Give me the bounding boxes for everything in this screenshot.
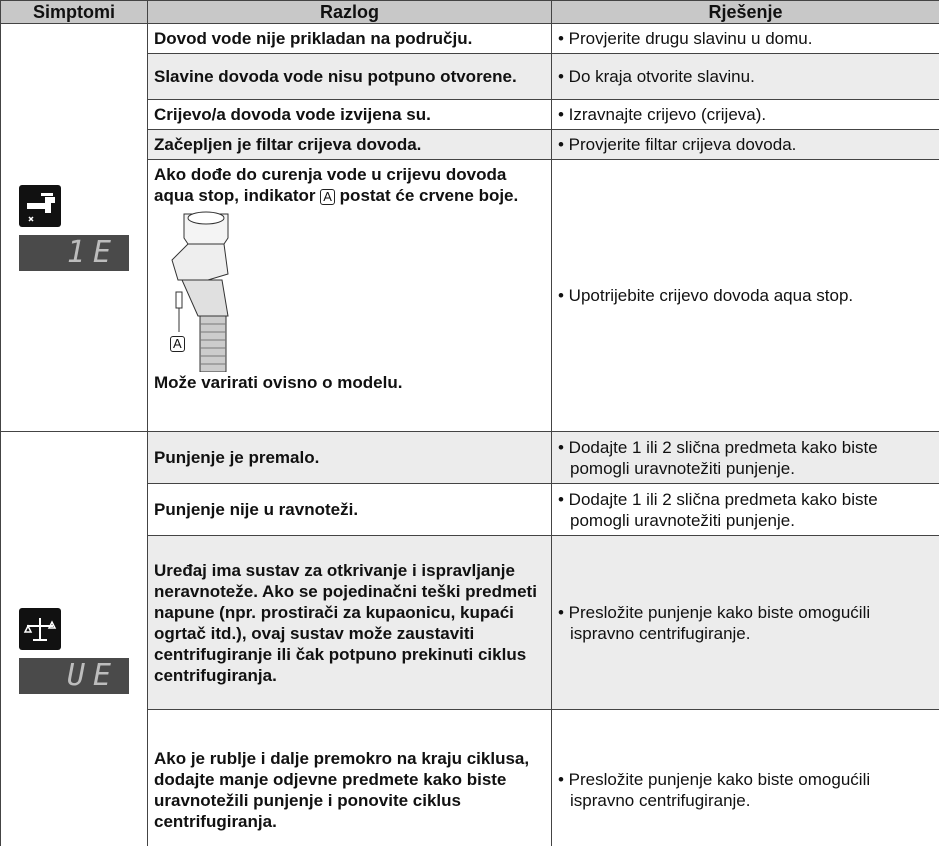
symptom-cell: UE — [0, 431, 148, 846]
reason-text: Začepljen je filtar crijeva dovoda. — [154, 135, 422, 154]
table-row: Slavine dovoda vode nisu potpuno otvoren… — [1, 53, 939, 100]
table-row: Začepljen je filtar crijeva dovoda. • Pro… — [1, 129, 939, 160]
solution-text: • Upotrijebite crijevo dovoda aqua stop. — [558, 286, 854, 305]
reason-cell: Crijevo/a dovoda vode izvijena su. — [147, 99, 552, 130]
aqua-stop-drawing — [171, 211, 229, 373]
reason-text: Punjenje je premalo. — [154, 448, 320, 467]
reason-text: Punjenje nije u ravnoteži. — [154, 500, 359, 519]
table-row: Uređaj ima sustav za otkrivanje i isprav… — [1, 535, 939, 710]
balance-icon — [19, 607, 61, 650]
reason-cell: Punjenje nije u ravnoteži. — [147, 483, 552, 536]
reason-cell: Ako dođe do curenja vode u crijevu dovod… — [147, 159, 552, 432]
reason-text: Crijevo/a dovoda vode izvijena su. — [154, 105, 431, 124]
note: Može varirati ovisno o modelu. — [154, 373, 403, 392]
column-header: Razlog — [147, 0, 552, 24]
indicator-label: A — [320, 189, 335, 205]
solution-cell: • Dodajte 1 ili 2 slična predmeta kako b… — [551, 483, 939, 536]
table-row: Crijevo/a dovoda vode izvijena su. • Izra… — [1, 99, 939, 130]
error-code: 1E — [19, 234, 129, 271]
solution-text: • Provjerite filtar crijeva dovoda. — [558, 135, 797, 154]
solution-cell: • Upotrijebite crijevo dovoda aqua stop. — [551, 159, 939, 432]
reason-cell: Slavine dovoda vode nisu potpuno otvoren… — [147, 53, 552, 100]
header-row: Simptomi Razlog Rješenje — [0, 0, 939, 24]
figure-label: A — [170, 336, 185, 352]
solution-text: • Presložite punjenje kako biste omogući… — [558, 602, 871, 643]
table-row: Punjenje nije u ravnoteži. • Dodajte 1 il… — [1, 483, 939, 536]
solution-cell: • Provjerite filtar crijeva dovoda. — [551, 129, 939, 160]
figure: A — [164, 206, 545, 373]
reason-part: Ako dođe do curenja vode u crijevu dovod… — [154, 165, 507, 205]
tap-icon — [19, 184, 61, 227]
reason-part: postat će crvene boje. — [339, 186, 519, 205]
reason-text: Slavine dovoda vode nisu potpuno otvoren… — [154, 67, 517, 86]
solution-text: • Izravnajte crijevo (crijeva). — [558, 105, 767, 124]
solution-text: • Dodajte 1 ili 2 slična predmeta kako b… — [558, 489, 878, 530]
reason-text: Ako je rublje i dalje premokro na kraju … — [154, 748, 530, 831]
error-code: UE — [19, 657, 129, 694]
solution-cell: • Do kraja otvorite slavinu. — [551, 53, 939, 100]
reason-text: Uređaj ima sustav za otkrivanje i isprav… — [154, 560, 537, 685]
reason-cell: Začepljen je filtar crijeva dovoda. — [147, 129, 552, 160]
reason-text: Ako dođe do curenja vode u crijevu dovod… — [154, 164, 545, 206]
reason-cell: Dovod vode nije prikladan na području. — [147, 23, 552, 54]
solution-text: • Provjerite drugu slavinu u domu. — [558, 29, 813, 48]
solution-text: • Dodajte 1 ili 2 slična predmeta kako b… — [558, 437, 878, 478]
reason-cell: Punjenje je premalo. — [147, 431, 552, 484]
solution-text: • Do kraja otvorite slavinu. — [558, 67, 755, 86]
table-row: UE Punjenje je premalo. • Dodajte 1 ili 2 … — [0, 431, 939, 846]
solution-cell: • Dodajte 1 ili 2 slična predmeta kako b… — [551, 431, 939, 484]
solution-cell: • Izravnajte crijevo (crijeva). — [551, 99, 939, 130]
table-row: Ako dođe do curenja vode u crijevu dovod… — [1, 159, 939, 432]
solution-text: • Presložite punjenje kako biste omogući… — [558, 769, 871, 810]
table-row: Ako je rublje i dalje premokro na kraju … — [1, 709, 939, 846]
solution-cell: • Presložite punjenje kako biste omogući… — [551, 709, 939, 846]
symptom-cell: 1E — [0, 23, 148, 432]
reason-cell: Ako je rublje i dalje premokro na kraju … — [147, 709, 552, 846]
reason-cell: Uređaj ima sustav za otkrivanje i isprav… — [147, 535, 552, 710]
reason-text: Dovod vode nije prikladan na području. — [154, 29, 473, 48]
solution-cell: • Provjerite drugu slavinu u domu. — [551, 23, 939, 54]
solution-cell: • Presložite punjenje kako biste omogući… — [551, 535, 939, 710]
column-header: Simptomi — [0, 0, 148, 24]
table-row: 1E Dovod vode nije prikladan na području.… — [0, 23, 939, 432]
column-header: Rješenje — [551, 0, 939, 24]
